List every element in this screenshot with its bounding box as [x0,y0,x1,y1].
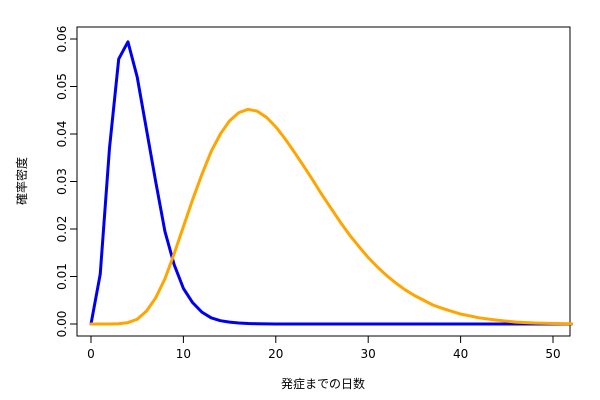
x-tick-label: 20 [268,347,283,361]
series-layer [89,40,573,326]
x-tick-label: 10 [176,347,191,361]
x-tick-label: 0 [87,347,95,361]
series-line-2 [89,107,573,326]
x-axis-label: 発症までの日数 [281,376,365,391]
y-tick-label: 0.06 [55,26,69,53]
series-line-1 [89,40,573,326]
y-axis-label: 確率密度 [14,157,29,205]
y-tick-label: 0.01 [55,263,69,290]
y-tick-label: 0.04 [55,121,69,148]
x-tick-label: 30 [361,347,376,361]
plot-frame [76,26,571,337]
x-axis: 0 10 20 30 40 50 [87,335,561,361]
y-tick-label: 0.02 [55,216,69,243]
y-tick-label: 0.03 [55,168,69,195]
x-tick-label: 40 [453,347,468,361]
y-tick-label: 0.05 [55,73,69,100]
x-tick-label: 50 [545,347,560,361]
y-axis: 0.00 0.01 0.02 0.03 0.04 0.05 0.06 [55,26,78,338]
y-tick-label: 0.00 [55,311,69,338]
